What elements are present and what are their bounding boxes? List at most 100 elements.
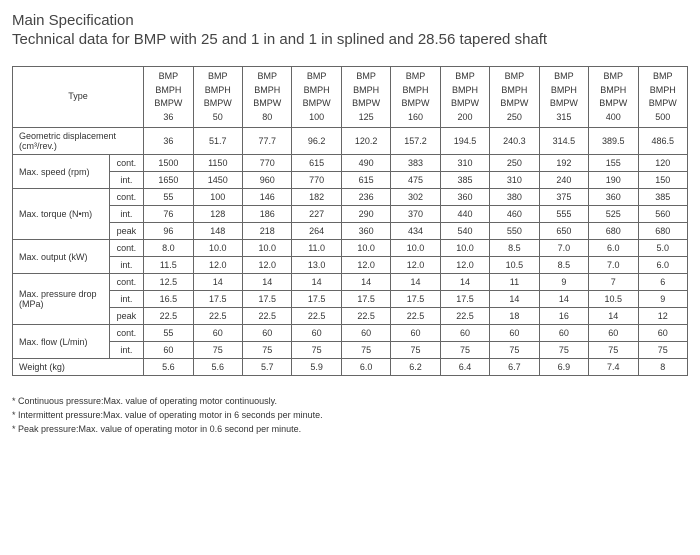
data-cell: 250 xyxy=(490,155,539,172)
data-cell: 22.5 xyxy=(341,308,390,325)
data-cell: 7.4 xyxy=(589,359,638,376)
data-cell: 310 xyxy=(440,155,489,172)
row-label: Max. torque (N•m) xyxy=(13,189,110,240)
data-cell: 60 xyxy=(490,325,539,342)
data-cell: 17.5 xyxy=(440,291,489,308)
data-cell: 385 xyxy=(440,172,489,189)
data-cell: 540 xyxy=(440,223,489,240)
footnote: * Peak pressure:Max. value of operating … xyxy=(12,424,688,434)
data-cell: 120.2 xyxy=(341,128,390,155)
data-cell: 60 xyxy=(391,325,440,342)
data-cell: 155 xyxy=(589,155,638,172)
data-cell: 75 xyxy=(292,342,341,359)
data-cell: 6.4 xyxy=(440,359,489,376)
data-cell: 12.0 xyxy=(440,257,489,274)
data-cell: 14 xyxy=(589,308,638,325)
footnotes: * Continuous pressure:Max. value of oper… xyxy=(12,396,688,434)
data-cell: 12.5 xyxy=(144,274,193,291)
data-cell: 22.5 xyxy=(292,308,341,325)
data-cell: 380 xyxy=(490,189,539,206)
data-cell: 12.0 xyxy=(243,257,292,274)
data-cell: 60 xyxy=(193,325,242,342)
sub-label: cont. xyxy=(109,240,143,257)
data-cell: 186 xyxy=(243,206,292,223)
data-cell: 8 xyxy=(638,359,688,376)
data-cell: 128 xyxy=(193,206,242,223)
data-cell: 60 xyxy=(440,325,489,342)
data-cell: 7.0 xyxy=(539,240,588,257)
data-cell: 475 xyxy=(391,172,440,189)
footnote: * Continuous pressure:Max. value of oper… xyxy=(12,396,688,406)
sub-label: peak xyxy=(109,308,143,325)
data-cell: 10.0 xyxy=(243,240,292,257)
data-cell: 525 xyxy=(589,206,638,223)
data-cell: 1150 xyxy=(193,155,242,172)
data-cell: 6 xyxy=(638,274,688,291)
sub-label: cont. xyxy=(109,155,143,172)
data-cell: 8.5 xyxy=(539,257,588,274)
data-cell: 6.7 xyxy=(490,359,539,376)
data-cell: 389.5 xyxy=(589,128,638,155)
data-cell: 60 xyxy=(292,325,341,342)
data-cell: 7.0 xyxy=(589,257,638,274)
data-cell: 10.5 xyxy=(589,291,638,308)
data-cell: 60 xyxy=(341,325,390,342)
data-cell: 440 xyxy=(440,206,489,223)
data-cell: 236 xyxy=(341,189,390,206)
data-cell: 75 xyxy=(539,342,588,359)
table-row: Geometric displacement (cm³/rev.)3651.77… xyxy=(13,128,688,155)
sub-label: cont. xyxy=(109,325,143,342)
data-cell: 240 xyxy=(539,172,588,189)
data-cell: 1500 xyxy=(144,155,193,172)
data-cell: 227 xyxy=(292,206,341,223)
data-cell: 555 xyxy=(539,206,588,223)
data-cell: 14 xyxy=(490,291,539,308)
data-cell: 11.0 xyxy=(292,240,341,257)
row-label: Weight (kg) xyxy=(13,359,144,376)
data-cell: 75 xyxy=(638,342,688,359)
data-cell: 615 xyxy=(341,172,390,189)
sub-label: peak xyxy=(109,223,143,240)
data-cell: 192 xyxy=(539,155,588,172)
data-cell: 22.5 xyxy=(144,308,193,325)
data-cell: 157.2 xyxy=(391,128,440,155)
data-cell: 360 xyxy=(341,223,390,240)
row-label: Max. flow (L/min) xyxy=(13,325,110,359)
data-cell: 264 xyxy=(292,223,341,240)
data-cell: 310 xyxy=(490,172,539,189)
data-cell: 460 xyxy=(490,206,539,223)
data-cell: 6.9 xyxy=(539,359,588,376)
data-cell: 434 xyxy=(391,223,440,240)
data-cell: 14 xyxy=(193,274,242,291)
data-cell: 17.5 xyxy=(193,291,242,308)
table-row: Max. speed (rpm)cont.1500115077061549038… xyxy=(13,155,688,172)
table-head: TypeBMPBMPHBMPW36BMPBMPHBMPW50BMPBMPHBMP… xyxy=(13,67,688,128)
spec-table: TypeBMPBMPHBMPW36BMPBMPHBMPW50BMPBMPHBMP… xyxy=(12,66,688,376)
table-body: Geometric displacement (cm³/rev.)3651.77… xyxy=(13,128,688,376)
data-cell: 302 xyxy=(391,189,440,206)
data-cell: 1450 xyxy=(193,172,242,189)
col-header: BMPBMPHBMPW500 xyxy=(638,67,688,128)
data-cell: 10.0 xyxy=(440,240,489,257)
table-row: int.16501450960770615475385310240190150 xyxy=(13,172,688,189)
table-row: int.76128186227290370440460555525560 xyxy=(13,206,688,223)
data-cell: 120 xyxy=(638,155,688,172)
data-cell: 75 xyxy=(490,342,539,359)
data-cell: 190 xyxy=(589,172,638,189)
data-cell: 13.0 xyxy=(292,257,341,274)
data-cell: 6.0 xyxy=(589,240,638,257)
table-row: int.6075757575757575757575 xyxy=(13,342,688,359)
data-cell: 5.7 xyxy=(243,359,292,376)
data-cell: 60 xyxy=(638,325,688,342)
data-cell: 10.0 xyxy=(193,240,242,257)
table-row: int.16.517.517.517.517.517.517.5141410.5… xyxy=(13,291,688,308)
data-cell: 11.5 xyxy=(144,257,193,274)
col-header: BMPBMPHBMPW400 xyxy=(589,67,638,128)
data-cell: 14 xyxy=(391,274,440,291)
col-header: BMPBMPHBMPW50 xyxy=(193,67,242,128)
data-cell: 14 xyxy=(539,291,588,308)
sub-title: Technical data for BMP with 25 and 1 in … xyxy=(12,31,688,48)
data-cell: 14 xyxy=(341,274,390,291)
data-cell: 5.0 xyxy=(638,240,688,257)
data-cell: 10.5 xyxy=(490,257,539,274)
